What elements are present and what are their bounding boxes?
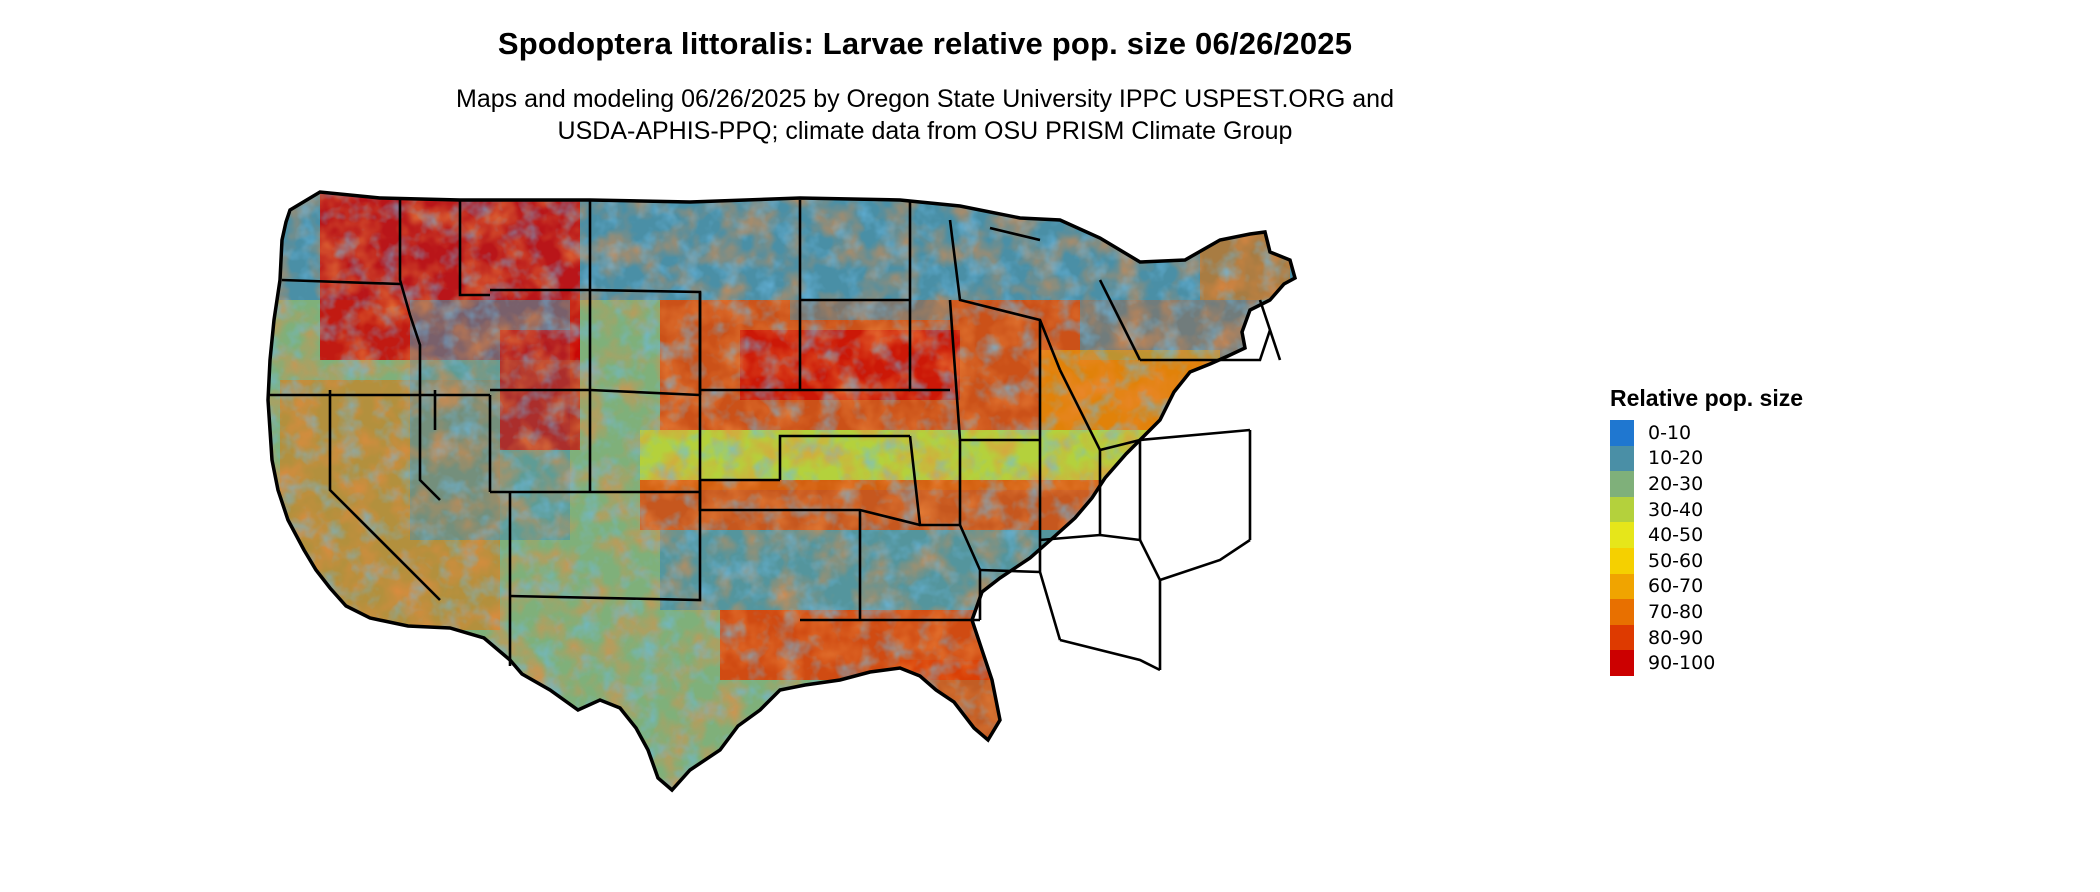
legend-swatch [1610,471,1634,497]
legend-label: 30-40 [1648,498,1704,521]
legend-item: 20-30 [1610,471,1910,497]
legend-item: 0-10 [1610,420,1910,446]
legend-item: 70-80 [1610,599,1910,625]
legend-title: Relative pop. size [1610,385,1804,411]
map-subtitle-line-2: USDA-APHIS-PPQ; climate data from OSU PR… [557,117,1293,145]
legend-swatch [1610,624,1634,651]
legend-label: 50-60 [1648,549,1704,572]
legend-item: 50-60 [1610,547,1910,574]
legend-label: 80-90 [1648,626,1704,649]
legend-swatch [1610,573,1634,600]
legend-swatch [1610,496,1634,523]
legend-label: 0-10 [1648,421,1692,444]
legend-label: 40-50 [1648,524,1704,547]
map-title: Spodoptera littoralis: Larvae relative p… [497,26,1353,61]
legend-label: 70-80 [1648,600,1704,623]
legend-swatch [1610,547,1634,574]
us-map-svg [266,190,1297,792]
legend-swatch [1610,599,1634,625]
legend-swatch [1610,650,1634,676]
legend-label: 10-20 [1648,447,1704,470]
legend-label: 90-100 [1648,652,1716,675]
legend-item: 90-100 [1610,650,1910,676]
state-boundaries [270,200,1282,672]
legend-swatch [1610,522,1634,548]
legend: Relative pop. size 0-10 10-20 20-30 30-40 40… [1610,385,1910,676]
legend-items: 0-10 10-20 20-30 30-40 40-50 50-60 60-70 70-80 8… [1610,420,1910,676]
legend-item: 60-70 [1610,573,1910,600]
legend-item: 30-40 [1610,496,1910,523]
us-map [260,180,1590,890]
legend-swatch [1610,420,1634,446]
legend-label: 60-70 [1648,575,1704,598]
legend-item: 40-50 [1610,522,1910,548]
legend-swatch [1610,445,1634,472]
map-subtitle-line-1: Maps and modeling 06/26/2025 by Oregon S… [456,85,1394,113]
map-subtitle: Maps and modeling 06/26/2025 by Oregon S… [0,83,1850,147]
legend-item: 10-20 [1610,445,1910,472]
legend-label: 20-30 [1648,472,1704,495]
legend-item: 80-90 [1610,624,1910,651]
